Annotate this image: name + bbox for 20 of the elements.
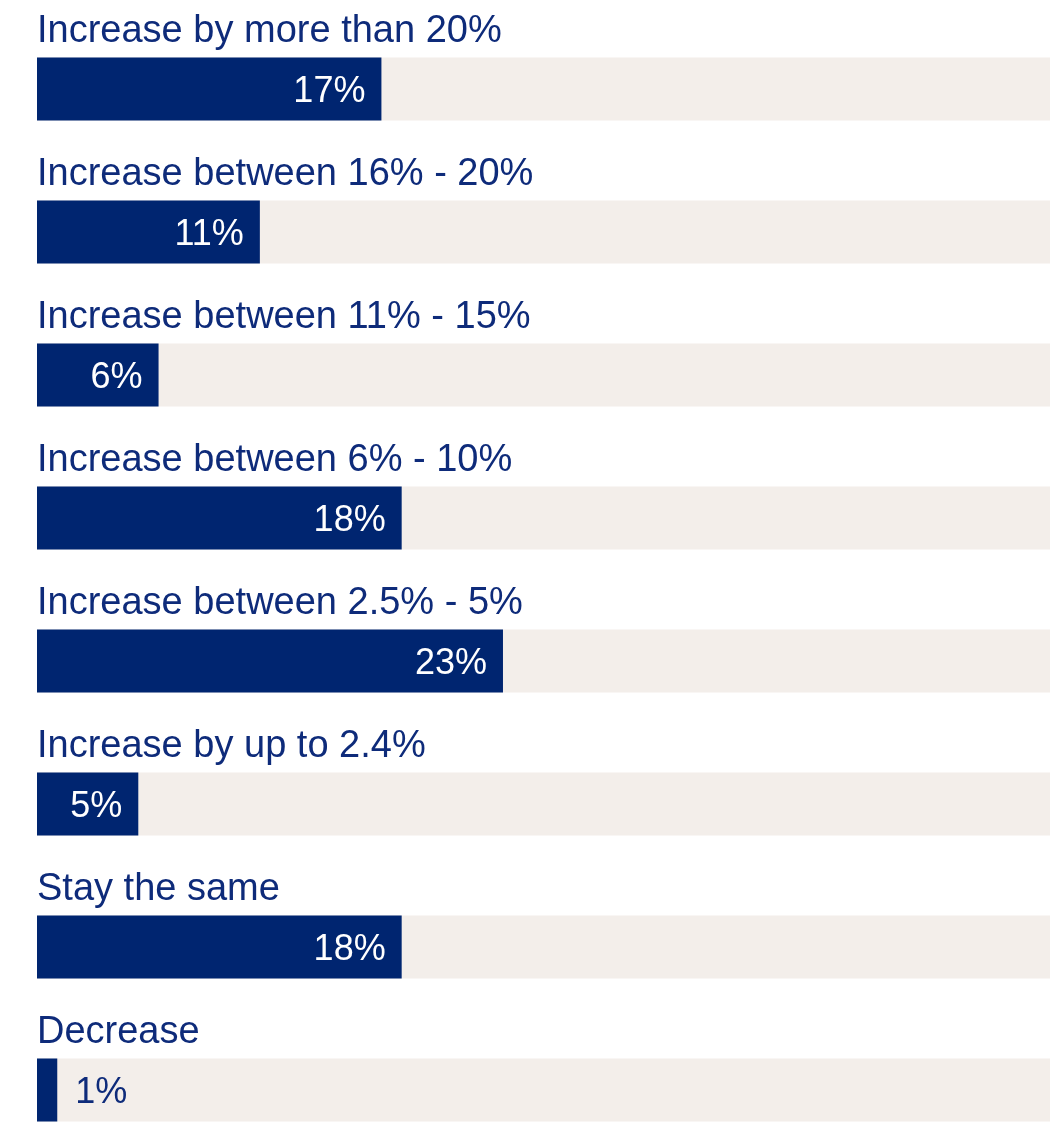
y-tick-label: Increase by more than 20% [37,7,502,50]
bar [37,1058,58,1122]
y-tick-label: Stay the same [37,865,280,908]
data-label: 5% [70,783,123,825]
y-tick-label: Increase between 6% - 10% [37,436,513,479]
data-label: 17% [293,68,366,110]
y-tick-label: Increase by up to 2.4% [37,722,426,765]
y-tick-label: Decrease [37,1008,200,1051]
data-label: 1% [75,1069,128,1111]
y-tick-label: Increase between 2.5% - 5% [37,579,523,622]
y-tick-label: Increase between 16% - 20% [37,150,534,193]
bar [37,343,159,407]
bar [37,772,139,836]
data-label: 18% [313,497,386,539]
data-label: 18% [313,926,386,968]
data-label: 6% [90,354,143,396]
y-tick-label: Increase between 11% - 15% [37,293,531,336]
data-label: 23% [414,640,487,682]
bar [37,200,260,264]
data-label: 11% [174,211,244,253]
